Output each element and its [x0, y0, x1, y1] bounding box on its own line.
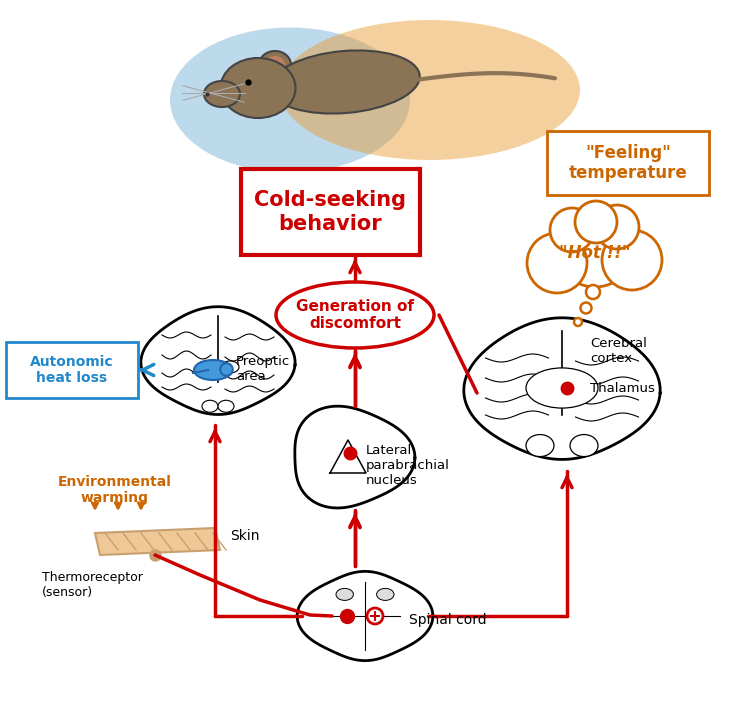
Circle shape [550, 208, 594, 252]
Ellipse shape [270, 50, 420, 114]
Text: Cerebral
cortex: Cerebral cortex [590, 337, 646, 365]
Ellipse shape [204, 81, 240, 107]
Polygon shape [141, 307, 295, 415]
Polygon shape [295, 406, 415, 508]
Text: Thalamus: Thalamus [590, 382, 655, 395]
Text: "Feeling"
temperature: "Feeling" temperature [568, 143, 687, 182]
Polygon shape [297, 572, 433, 661]
Text: Preoptic
area: Preoptic area [236, 355, 290, 383]
Text: Skin: Skin [230, 529, 260, 543]
Ellipse shape [570, 435, 598, 456]
Circle shape [527, 233, 587, 293]
Ellipse shape [276, 282, 434, 348]
Text: Environmental
warming: Environmental warming [58, 475, 172, 505]
Ellipse shape [221, 361, 239, 373]
Ellipse shape [526, 435, 554, 456]
Circle shape [574, 318, 582, 326]
Ellipse shape [220, 58, 296, 118]
Ellipse shape [280, 20, 580, 160]
Circle shape [575, 201, 617, 243]
FancyBboxPatch shape [241, 169, 419, 255]
Ellipse shape [265, 56, 285, 74]
Text: Thermoreceptor
(sensor): Thermoreceptor (sensor) [42, 571, 142, 599]
FancyBboxPatch shape [547, 131, 709, 195]
Ellipse shape [336, 588, 353, 600]
Circle shape [595, 205, 639, 249]
Ellipse shape [194, 360, 232, 380]
Circle shape [367, 608, 383, 624]
Polygon shape [95, 528, 220, 555]
Ellipse shape [526, 368, 598, 408]
Polygon shape [464, 318, 660, 459]
Text: Spinal cord: Spinal cord [409, 613, 487, 627]
Text: Generation of
discomfort: Generation of discomfort [296, 299, 414, 331]
Ellipse shape [170, 27, 410, 173]
Ellipse shape [218, 400, 234, 413]
Circle shape [586, 285, 600, 299]
Ellipse shape [376, 588, 394, 600]
Text: Lateral
parabrachial
nucleus: Lateral parabrachial nucleus [366, 444, 450, 487]
Text: Autonomic
heat loss: Autonomic heat loss [30, 355, 114, 385]
Ellipse shape [202, 400, 218, 413]
Text: Cold-seeking
behavior: Cold-seeking behavior [254, 190, 406, 233]
Ellipse shape [197, 361, 215, 373]
Circle shape [602, 230, 662, 290]
FancyBboxPatch shape [6, 342, 138, 398]
Circle shape [580, 302, 592, 313]
Text: "Hot !!": "Hot !!" [560, 244, 631, 262]
Circle shape [555, 207, 635, 287]
Ellipse shape [259, 51, 291, 79]
